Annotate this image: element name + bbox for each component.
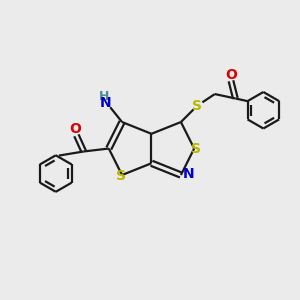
Text: S: S (190, 142, 201, 155)
Text: O: O (225, 68, 237, 82)
Text: O: O (69, 122, 81, 136)
Text: N: N (100, 96, 112, 110)
Text: N: N (182, 167, 194, 181)
Text: H: H (99, 91, 110, 103)
Text: S: S (192, 99, 202, 113)
Text: S: S (116, 169, 126, 184)
